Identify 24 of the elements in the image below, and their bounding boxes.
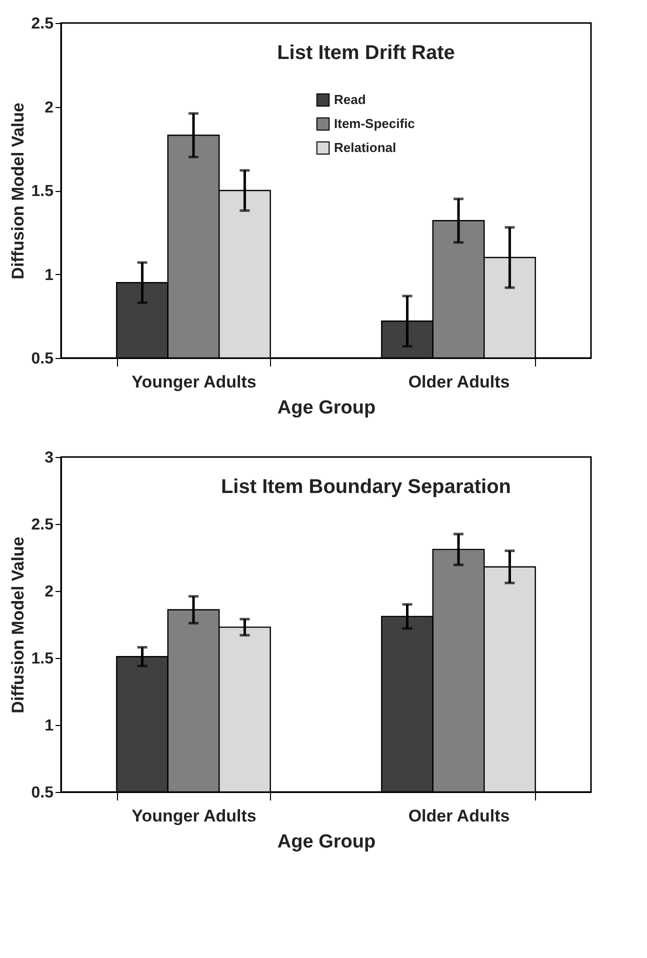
x-tick-label: Younger Adults xyxy=(132,806,256,826)
text: List Item Drift Rate xyxy=(277,42,455,64)
y-tick-label: 0.5 xyxy=(31,350,54,368)
y-tick-label: 1.5 xyxy=(31,183,54,200)
y-tick-label: 2.5 xyxy=(31,16,54,32)
y-tick-label: 1.5 xyxy=(31,650,54,668)
x-tick-label: Younger Adults xyxy=(132,372,256,392)
y-tick-label: 2.5 xyxy=(31,516,54,534)
y-axis-title: Diffusion Model Value xyxy=(8,536,28,714)
y-axis-title: Diffusion Model Value xyxy=(8,102,28,280)
y-tick-label: 2 xyxy=(44,99,54,116)
legend-label: Relational xyxy=(334,140,396,155)
x-axis-title: Age Group xyxy=(277,398,376,418)
x-tick-label: Older Adults xyxy=(408,806,510,826)
y-tick-label: 1 xyxy=(44,718,54,734)
y-tick-label: 1 xyxy=(44,266,54,284)
x-axis-title: Age Group xyxy=(277,832,376,852)
y-tick-label: 2 xyxy=(44,584,54,600)
y-tick-label: 0.5 xyxy=(31,784,54,802)
x-tick-label: Older Adults xyxy=(408,372,510,392)
y-tick-label: 3 xyxy=(44,450,54,466)
text: List Item Boundary Separation xyxy=(220,476,512,498)
legend-label: Item-Specific xyxy=(334,116,415,131)
legend-label: Read xyxy=(334,92,366,107)
